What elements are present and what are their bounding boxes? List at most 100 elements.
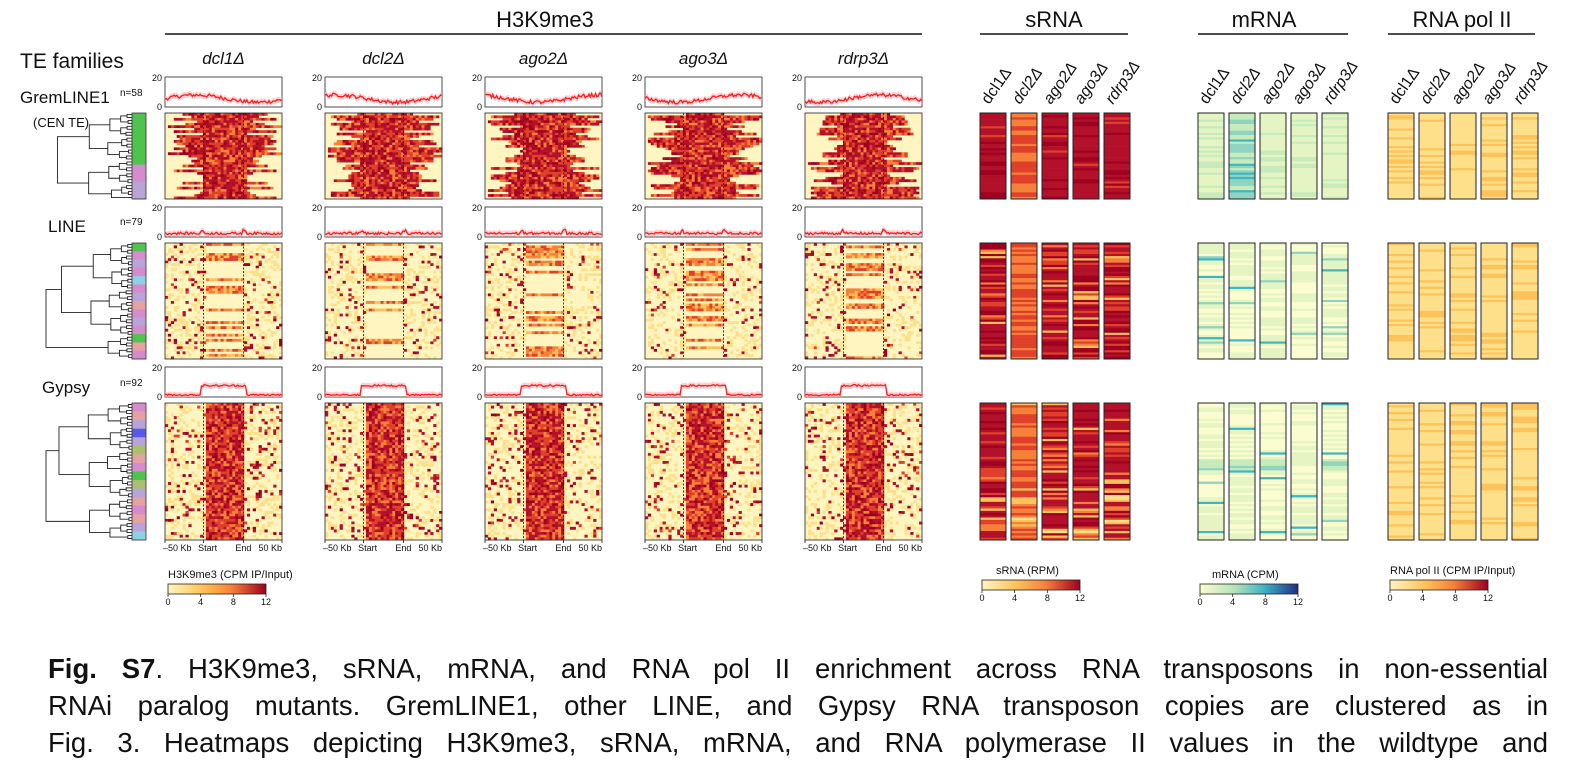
heatmap-cell (820, 189, 823, 192)
heatmap-cell (392, 194, 395, 197)
heatmap-cell (200, 150, 203, 153)
heatmap-cell (555, 162, 558, 165)
heatmap-cell (538, 138, 541, 141)
heatmap-cell (706, 152, 709, 155)
heatmap-cell (910, 167, 913, 170)
heatmap-cell (194, 170, 197, 173)
heatmap-cell (701, 133, 704, 136)
heatmap-cell (221, 133, 224, 136)
cluster-strip-segment (132, 506, 146, 515)
heatmap-cell (514, 182, 517, 185)
heatmap-cell (858, 162, 861, 165)
heatmap-cell (896, 187, 899, 190)
heatmap-cell (218, 179, 221, 182)
heatmap-cell (593, 189, 596, 192)
heatmap-cell (238, 150, 241, 153)
heatmap-cell (386, 125, 389, 128)
heatmap-cell (596, 189, 599, 192)
heatmap-cell (422, 150, 425, 153)
heatmap-cell (384, 184, 387, 187)
heatmap-cell (570, 140, 573, 143)
heatmap-cell (674, 140, 677, 143)
heatmap-cell (366, 189, 369, 192)
heatmap-cell (660, 142, 663, 145)
heatmap-cell (587, 167, 590, 170)
heatmap-cell (668, 115, 671, 118)
heatmap-cell (357, 182, 360, 185)
heatmap-cell (422, 147, 425, 150)
heatmap-cell (218, 187, 221, 190)
heatmap-cell (573, 155, 576, 158)
heatmap-cell (564, 147, 567, 150)
heatmap-cell (887, 133, 890, 136)
heatmap-cell (369, 133, 372, 136)
heatmap-cell (733, 147, 736, 150)
heatmap-cell (727, 142, 730, 145)
heatmap-cell (744, 133, 747, 136)
heatmap-cell (395, 179, 398, 182)
heatmap-cell (191, 130, 194, 133)
heatmap-cell (366, 167, 369, 170)
heatmap-cell (226, 194, 229, 197)
heatmap-cell (229, 120, 232, 123)
heatmap-cell (712, 184, 715, 187)
heatmap-cell (168, 125, 171, 128)
heatmap-cell (369, 125, 372, 128)
heatmap-cell (197, 147, 200, 150)
heatmap-cell (893, 130, 896, 133)
heatmap-cell (351, 120, 354, 123)
heatmap-cell (567, 189, 570, 192)
heatmap-cell (837, 130, 840, 133)
heatmap-cell (508, 192, 511, 195)
heatmap-cell (549, 174, 552, 177)
heatmap-cell (229, 162, 232, 165)
heatmap-cell (206, 243, 209, 246)
heatmap-cell (668, 167, 671, 170)
heatmap-cell (262, 182, 265, 185)
heatmap-cell (259, 125, 262, 128)
heatmap-cell (381, 187, 384, 190)
heatmap-cell (375, 172, 378, 175)
cluster-strip-segment (132, 454, 146, 463)
heatmap-cell (232, 115, 235, 118)
heatmap-cell (724, 174, 727, 177)
heatmap-cell (419, 167, 422, 170)
heatmap-cell (375, 123, 378, 126)
heatmap-cell (253, 113, 256, 116)
heatmap-cell (555, 133, 558, 136)
heatmap-cell (360, 157, 363, 160)
dendrogram-branch (121, 466, 128, 472)
heatmap-cell (546, 184, 549, 187)
heatmap-cell (215, 187, 218, 190)
heatmap-cell (351, 184, 354, 187)
heatmap-cell (395, 150, 398, 153)
heatmap-cell (852, 123, 855, 126)
heatmap-cell (701, 138, 704, 141)
heatmap-cell (849, 194, 852, 197)
heatmap-cell (538, 157, 541, 160)
heatmap-cell (532, 125, 535, 128)
heatmap-cell (674, 118, 677, 121)
heatmap-cell (852, 152, 855, 155)
heatmap-cell (529, 140, 532, 143)
heatmap-cell (497, 194, 500, 197)
heatmap-cell (538, 170, 541, 173)
heatmap-cell (671, 187, 674, 190)
heatmap-cell (727, 182, 730, 185)
heatmap-cell (395, 167, 398, 170)
heatmap-cell (351, 128, 354, 131)
heatmap-cell (657, 172, 660, 175)
heatmap-cell (419, 115, 422, 118)
heatmap-cell (730, 170, 733, 173)
heatmap-cell (375, 184, 378, 187)
heatmap-cell (386, 150, 389, 153)
heatmap-cell (896, 118, 899, 121)
heatmap-cell (436, 147, 439, 150)
heatmap-cell (855, 192, 858, 195)
heatmap-cell (549, 147, 552, 150)
heatmap-cell (715, 189, 718, 192)
heatmap-cell (215, 150, 218, 153)
heatmap-cell (357, 150, 360, 153)
heatmap-cell (896, 130, 899, 133)
heatmap-cell (413, 182, 416, 185)
